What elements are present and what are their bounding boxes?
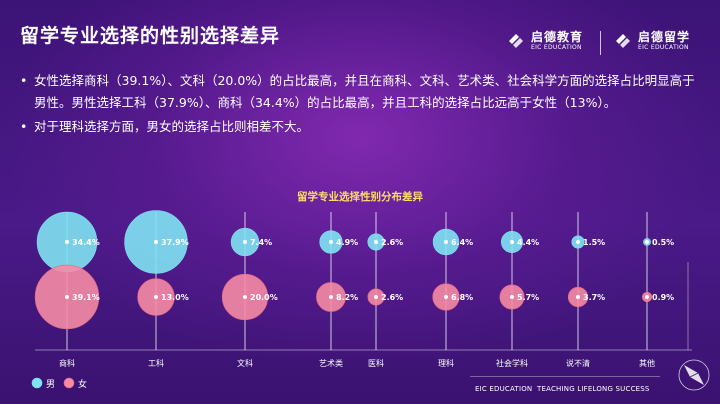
data-point-dot [65, 240, 69, 244]
x-tick-label: 说不清 [566, 358, 590, 368]
footer-divider [470, 376, 660, 377]
x-tick-label: 艺术类 [319, 358, 343, 368]
data-label: 4.4% [517, 238, 539, 247]
x-tick-label: 工科 [148, 358, 164, 368]
data-point-dot [444, 295, 448, 299]
logo-eic-education: 启德教育 EIC EDUCATION [505, 30, 583, 52]
data-point-dot [645, 295, 649, 299]
logo-cn: 启德留学 [638, 29, 691, 44]
legend-male-swatch [31, 377, 43, 389]
data-point-dot [576, 295, 580, 299]
logo-en: EIC EDUCATION [531, 43, 582, 51]
data-point-dot [576, 240, 580, 244]
logo-eic-study-abroad: 启德留学 EIC EDUCATION [612, 30, 690, 52]
data-label: 39.1% [72, 293, 100, 302]
x-tick-label: 社会学科 [496, 358, 528, 368]
x-tick-label: 商科 [59, 358, 75, 368]
data-point-dot [645, 240, 649, 244]
data-point-dot [154, 240, 158, 244]
data-label: 3.7% [583, 293, 605, 302]
page-title: 留学专业选择的性别选择差异 [20, 25, 281, 47]
data-label: 5.7% [517, 293, 539, 302]
data-point-dot [444, 240, 448, 244]
data-label: 0.9% [652, 293, 674, 302]
bullet-item: 对于理科选择方面，男女的选择占比则相差不大。 [18, 116, 698, 138]
data-point-dot [243, 240, 247, 244]
data-point-dot [154, 295, 158, 299]
logo-divider [600, 31, 601, 55]
compass-icon [678, 359, 710, 391]
data-point-dot [374, 295, 378, 299]
legend-male-label: 男 [46, 379, 55, 390]
legend-female-label: 女 [78, 378, 87, 390]
data-point-dot [65, 295, 69, 299]
legend-female-swatch [63, 377, 75, 389]
data-point-dot [329, 240, 333, 244]
data-point-dot [510, 240, 514, 244]
data-label: 37.9% [161, 238, 189, 247]
data-point-dot [374, 240, 378, 244]
x-tick-label: 医科 [368, 358, 384, 368]
data-point-dot [243, 295, 247, 299]
data-label: 20.0% [250, 293, 278, 302]
data-label: 34.4% [72, 238, 100, 247]
x-tick-label: 文科 [237, 358, 253, 368]
data-point-dot [329, 295, 333, 299]
eic-logo-icon [509, 34, 523, 48]
data-label: 4.9% [336, 238, 358, 247]
data-label: 6.4% [451, 238, 473, 247]
footer-brand: EIC EDUCATION [475, 385, 533, 393]
x-tick-label: 其他 [639, 358, 655, 368]
data-label: 0.5% [652, 238, 674, 247]
chart-title: 留学专业选择性别分布差异 [297, 190, 423, 203]
logo-en: EIC EDUCATION [638, 43, 689, 51]
data-point-dot [510, 295, 514, 299]
data-label: 13.0% [161, 293, 189, 302]
x-tick-label: 理科 [438, 358, 454, 368]
bullet-item: 女性选择商科（39.1%）、文科（20.0%）的占比最高，并且在商科、文科、艺术… [18, 70, 698, 114]
data-label: 2.6% [381, 293, 403, 302]
summary-bullets: 女性选择商科（39.1%）、文科（20.0%）的占比最高，并且在商科、文科、艺术… [18, 70, 698, 140]
eic-logo-icon [616, 34, 630, 48]
footer-slogan: TEACHING LIFELONG SUCCESS [537, 385, 650, 393]
data-label: 6.8% [451, 293, 473, 302]
data-label: 2.6% [381, 238, 403, 247]
data-label: 7.4% [250, 238, 272, 247]
data-label: 8.2% [336, 293, 358, 302]
data-label: 1.5% [583, 238, 605, 247]
logo-cn: 启德教育 [531, 29, 584, 44]
